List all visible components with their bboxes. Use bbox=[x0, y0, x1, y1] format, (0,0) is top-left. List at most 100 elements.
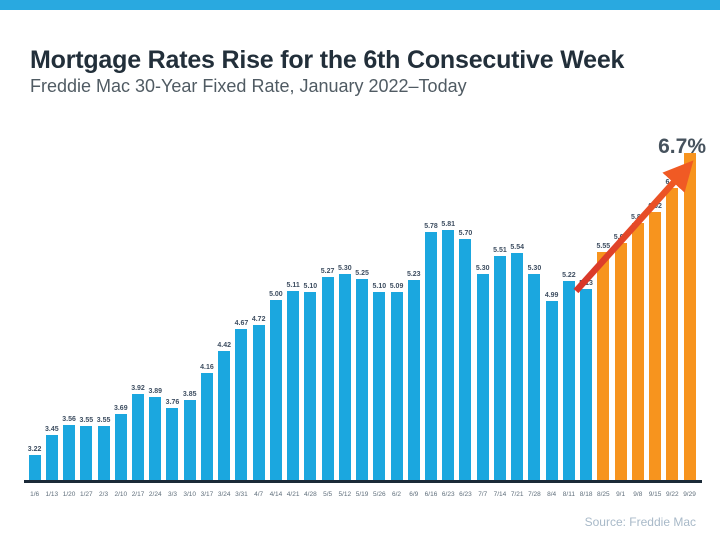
bar-slot: 3.55 bbox=[95, 417, 112, 480]
bar-value-label: 4.72 bbox=[251, 316, 266, 323]
bar-slot: 3.22 bbox=[26, 446, 43, 480]
bar-slot: 3.92 bbox=[129, 385, 146, 480]
bar-value-label: 6.02 bbox=[648, 203, 662, 210]
x-tick-label: 9/29 bbox=[683, 490, 696, 498]
bar-slot: 5.30 bbox=[336, 265, 353, 480]
bar-value-label: 6.29 bbox=[665, 179, 680, 186]
x-tick-label: 3/10 bbox=[183, 490, 197, 498]
bar-slot: 5.30 bbox=[474, 265, 491, 480]
bar-value-label: 4.42 bbox=[217, 342, 231, 349]
x-tick-label: 7/14 bbox=[493, 490, 507, 498]
bar-value-label: 5.25 bbox=[355, 270, 369, 277]
x-tick-label: 9/8 bbox=[633, 490, 643, 498]
x-tick-label: 7/28 bbox=[528, 490, 541, 498]
bar bbox=[442, 230, 455, 480]
bar bbox=[218, 351, 231, 480]
bar-slot: 5.89 bbox=[629, 214, 646, 480]
bar-slot: 5.81 bbox=[440, 221, 457, 480]
bar-slot: 4.99 bbox=[543, 292, 560, 480]
bar-value-label: 5.30 bbox=[338, 265, 352, 272]
x-tick-label: 5/5 bbox=[323, 490, 333, 498]
x-tick-label: 8/25 bbox=[597, 490, 610, 498]
bar-value-label: 5.81 bbox=[441, 221, 456, 228]
x-tick-label: 9/1 bbox=[616, 490, 626, 498]
x-tick-label: 4/28 bbox=[304, 490, 317, 498]
bar-slot: 5.23 bbox=[405, 271, 422, 480]
x-tick-label: 1/20 bbox=[62, 490, 76, 498]
bar bbox=[511, 253, 524, 480]
bar bbox=[476, 274, 489, 480]
bar bbox=[166, 408, 179, 480]
bar-value-label: 5.54 bbox=[510, 244, 524, 251]
bar-slot: 5.10 bbox=[371, 283, 388, 480]
bar bbox=[200, 373, 213, 480]
chart-subtitle: Freddie Mac 30-Year Fixed Rate, January … bbox=[30, 76, 467, 96]
bar-slot: 5.54 bbox=[509, 244, 526, 480]
peak-rate-annotation: 6.7% bbox=[658, 135, 706, 158]
bar-slot: 4.42 bbox=[216, 342, 233, 480]
chart-title: Mortgage Rates Rise for the 6th Consecut… bbox=[30, 45, 625, 74]
bar-slot: 4.67 bbox=[233, 320, 250, 480]
bar-value-label: 5.66 bbox=[613, 234, 628, 241]
x-tick-label: 4/21 bbox=[286, 490, 300, 498]
bar-slot: 5.25 bbox=[353, 270, 370, 480]
x-tick-label: 6/16 bbox=[424, 490, 438, 498]
bar bbox=[287, 291, 300, 480]
bar bbox=[528, 274, 541, 480]
bar-value-label: 4.16 bbox=[200, 364, 214, 371]
bar-value-label: 3.69 bbox=[113, 405, 128, 412]
bar bbox=[425, 232, 437, 480]
x-tick-label: 1/13 bbox=[45, 490, 59, 498]
bar bbox=[149, 397, 162, 480]
source-credit: Source: Freddie Mac bbox=[584, 515, 696, 529]
x-tick-label: 8/11 bbox=[562, 490, 575, 498]
x-tick-label: 3/3 bbox=[167, 490, 178, 498]
bar-value-label: 5.30 bbox=[527, 265, 542, 272]
bar-value-label: 5.10 bbox=[303, 283, 318, 290]
bar bbox=[631, 223, 644, 480]
bar bbox=[97, 426, 110, 480]
bar bbox=[649, 212, 662, 480]
bar-slot: 5.13 bbox=[578, 280, 595, 480]
bar-value-label: 5.13 bbox=[579, 280, 593, 287]
bar-value-label: 5.00 bbox=[269, 291, 283, 298]
bar-slot: 5.11 bbox=[285, 282, 302, 480]
bar-slot: 3.55 bbox=[78, 417, 95, 480]
bar bbox=[459, 239, 472, 480]
x-tick-label: 8/18 bbox=[579, 490, 593, 498]
bar-value-label: 5.27 bbox=[320, 268, 335, 275]
x-tick-label: 6/23 bbox=[441, 490, 455, 498]
bar bbox=[28, 455, 41, 480]
bar bbox=[235, 329, 248, 480]
x-tick-label: 9/15 bbox=[648, 490, 662, 498]
bar-value-label: 4.99 bbox=[544, 292, 559, 299]
bar-slot: 3.45 bbox=[43, 426, 60, 480]
bar-value-label: 3.55 bbox=[79, 417, 94, 424]
x-tick-label: 7/21 bbox=[510, 490, 524, 498]
bar-value-label: 3.85 bbox=[182, 391, 197, 398]
x-tick-label: 6/2 bbox=[392, 490, 402, 498]
bar bbox=[252, 325, 265, 480]
bar bbox=[356, 279, 369, 480]
bar-slot: 3.76 bbox=[164, 399, 181, 480]
x-tick-label: 2/10 bbox=[114, 490, 128, 498]
bar-slot: 5.00 bbox=[267, 291, 284, 480]
bar-value-label: 5.22 bbox=[562, 272, 576, 279]
x-tick-label: 7/7 bbox=[478, 490, 488, 498]
bar-value-label: 5.89 bbox=[631, 214, 645, 221]
bar bbox=[562, 281, 575, 480]
bar bbox=[545, 301, 558, 480]
bar-value-label: 3.56 bbox=[62, 416, 76, 423]
bar-slot: 5.09 bbox=[388, 283, 405, 480]
x-tick-label: 2/17 bbox=[131, 490, 145, 498]
x-tick-label: 4/7 bbox=[254, 490, 264, 498]
bar-slot: 3.56 bbox=[60, 416, 77, 480]
bar-value-label: 5.55 bbox=[596, 243, 611, 250]
bar bbox=[132, 394, 145, 480]
bar bbox=[373, 292, 386, 480]
bar-value-label: 5.23 bbox=[406, 271, 421, 278]
x-tick-label: 8/4 bbox=[547, 490, 557, 498]
x-tick-label: 5/12 bbox=[338, 490, 352, 498]
x-tick-label: 5/19 bbox=[355, 490, 369, 498]
bar-value-label: 5.70 bbox=[458, 230, 473, 237]
